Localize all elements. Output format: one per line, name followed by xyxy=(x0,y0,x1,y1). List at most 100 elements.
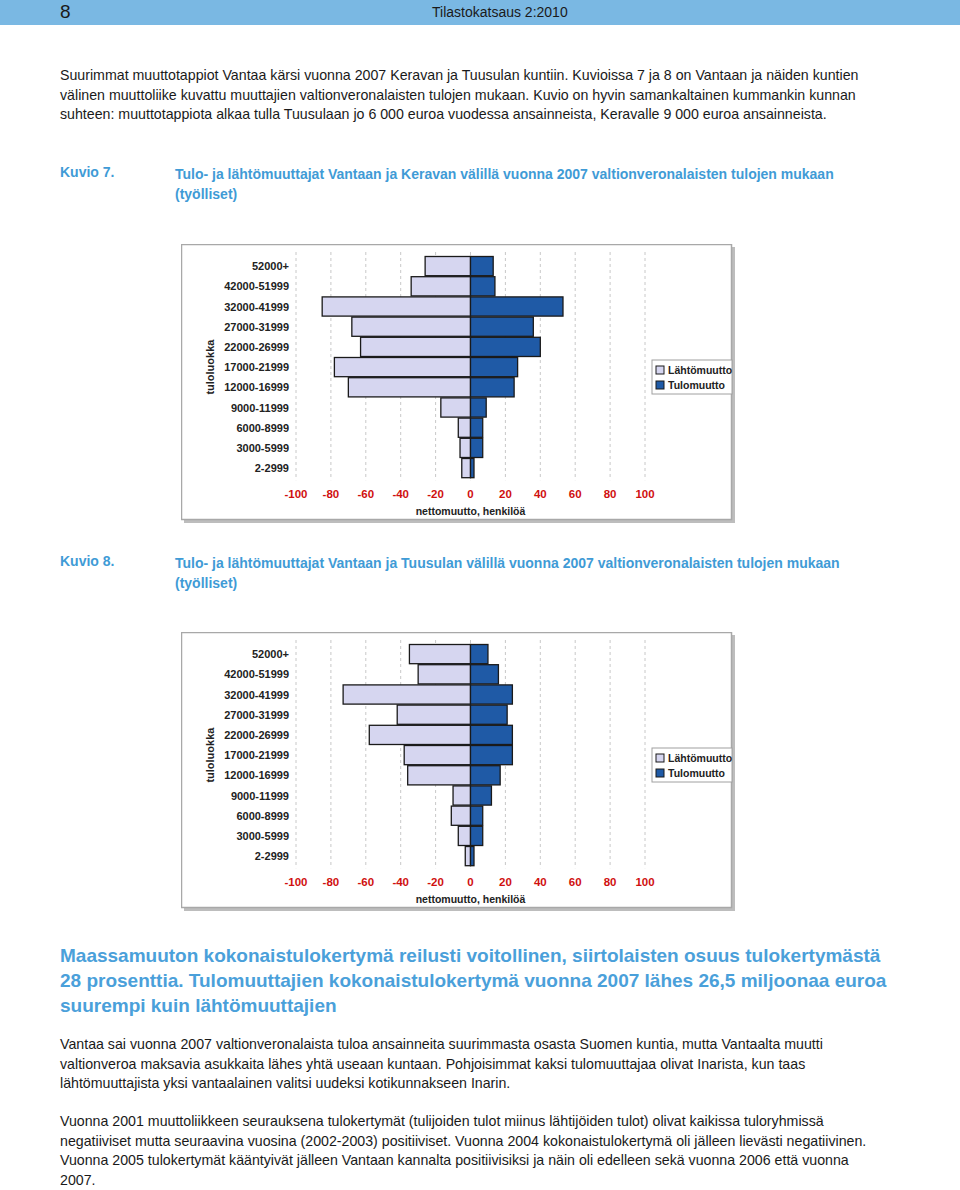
grid-line xyxy=(575,640,576,868)
category-label: 27000-31999 xyxy=(224,321,289,333)
legend-swatch xyxy=(656,381,664,389)
legend-swatch xyxy=(656,769,664,777)
bar xyxy=(343,685,470,704)
body-paragraph: Vuonna 2001 muuttoliikkeen seurauksena t… xyxy=(60,1112,882,1190)
category-label: 52000+ xyxy=(252,260,289,272)
bar xyxy=(441,398,471,417)
chart: -100-80-60-40-2002040608010052000+42000-… xyxy=(181,632,735,911)
bar xyxy=(471,847,474,866)
bar xyxy=(471,317,534,336)
legend-box xyxy=(652,360,732,394)
grid-line xyxy=(296,640,297,868)
bar xyxy=(462,459,471,478)
category-label: 32000-41999 xyxy=(224,301,289,313)
grid-line xyxy=(330,252,331,480)
x-tick-label: -100 xyxy=(284,488,307,500)
bar xyxy=(453,786,470,805)
grid-line xyxy=(400,640,401,868)
x-tick-label: -40 xyxy=(392,876,409,888)
figure-caption: Tulo- ja lähtömuuttajat Vantaan ja Kerav… xyxy=(175,164,895,204)
category-label: 12000-16999 xyxy=(224,769,289,781)
section-heading: Maassamuuton kokonaistulokertymä reilust… xyxy=(60,943,890,1018)
bar xyxy=(471,746,513,765)
bar xyxy=(471,398,487,417)
bar xyxy=(369,725,470,744)
bar xyxy=(471,786,492,805)
bar xyxy=(471,358,518,377)
grid-line xyxy=(365,640,366,868)
x-tick-label: 60 xyxy=(569,876,582,888)
bar xyxy=(471,645,488,664)
bar xyxy=(471,806,483,825)
grid-line xyxy=(540,252,541,480)
legend-label: Tulomuutto xyxy=(668,767,725,779)
x-tick-label: -80 xyxy=(323,488,340,500)
x-tick-label: 20 xyxy=(499,488,512,500)
category-label: 42000-51999 xyxy=(224,280,289,292)
x-tick-label: -60 xyxy=(357,488,374,500)
category-label: 27000-31999 xyxy=(224,709,289,721)
category-label: 32000-41999 xyxy=(224,689,289,701)
bar xyxy=(471,665,499,684)
category-label: 3000-5999 xyxy=(236,442,289,454)
grid-line xyxy=(645,640,646,868)
x-tick-label: 0 xyxy=(467,488,473,500)
x-tick-label: 20 xyxy=(499,876,512,888)
x-tick-label: 100 xyxy=(635,488,654,500)
category-label: 22000-26999 xyxy=(224,729,289,741)
x-tick-label: 80 xyxy=(604,876,617,888)
legend-box xyxy=(652,748,732,782)
intro-paragraph: Suurimmat muuttotappiot Vantaa kärsi vuo… xyxy=(60,66,882,125)
bar xyxy=(471,438,483,457)
bars xyxy=(322,257,563,478)
category-label: 52000+ xyxy=(252,648,289,660)
bar xyxy=(418,665,470,684)
bar xyxy=(404,746,470,765)
grid-line xyxy=(610,252,611,480)
bar xyxy=(471,257,494,276)
bar xyxy=(408,766,471,785)
grid-line xyxy=(575,252,576,480)
bar xyxy=(411,277,470,296)
bar xyxy=(460,438,470,457)
x-tick-label: -80 xyxy=(323,876,340,888)
category-label: 2-2999 xyxy=(255,462,289,474)
bar xyxy=(471,459,474,478)
bar xyxy=(471,418,483,437)
chart: -100-80-60-40-2002040608010052000+42000-… xyxy=(181,244,735,523)
bar xyxy=(471,705,508,724)
grid-line xyxy=(540,640,541,868)
bar xyxy=(458,418,470,437)
x-tick-label: -60 xyxy=(357,876,374,888)
bars xyxy=(343,645,512,866)
body-paragraph: Vantaa sai vuonna 2007 valtionveronalais… xyxy=(60,1035,882,1094)
x-tick-label: -40 xyxy=(392,488,409,500)
legend-label: Lähtömuutto xyxy=(668,752,732,764)
bar xyxy=(409,645,470,664)
x-tick-label: -20 xyxy=(427,876,444,888)
bar xyxy=(471,725,513,744)
bar xyxy=(322,297,470,316)
y-axis-label: tuloluokka xyxy=(204,727,216,783)
bar xyxy=(451,806,470,825)
bar xyxy=(471,826,483,845)
category-label: 42000-51999 xyxy=(224,668,289,680)
legend-swatch xyxy=(656,754,664,762)
x-tick-label: 100 xyxy=(635,876,654,888)
category-label: 3000-5999 xyxy=(236,830,289,842)
category-label: 12000-16999 xyxy=(224,381,289,393)
category-label: 6000-8999 xyxy=(236,810,289,822)
category-label: 22000-26999 xyxy=(224,341,289,353)
figure-label: Kuvio 7. xyxy=(60,164,114,180)
bar xyxy=(465,847,470,866)
grid-line xyxy=(330,640,331,868)
bar xyxy=(425,257,470,276)
bar xyxy=(334,358,470,377)
x-tick-label: 60 xyxy=(569,488,582,500)
frame xyxy=(182,245,732,520)
category-label: 2-2999 xyxy=(255,850,289,862)
bar xyxy=(471,297,563,316)
bar xyxy=(348,378,470,397)
bar xyxy=(471,378,515,397)
y-axis-label: tuloluokka xyxy=(204,339,216,395)
